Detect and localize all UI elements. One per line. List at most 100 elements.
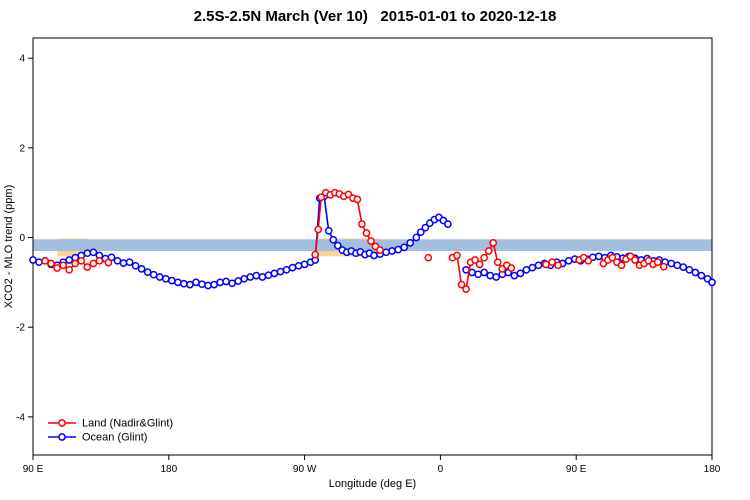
land-point [493, 258, 502, 267]
y-tick-label: 2 [19, 143, 25, 154]
land-point [457, 280, 466, 289]
ocean-point [382, 248, 390, 257]
land-point [608, 253, 617, 262]
land-point [47, 259, 55, 268]
chart-title: 2.5S-2.5N March (Ver 10) 2015-01-01 to 2… [193, 8, 557, 25]
land-point [542, 260, 550, 269]
x-axis-title: Longitude (deg E) [329, 478, 416, 490]
ocean-point [510, 271, 519, 280]
ocean-point [246, 273, 255, 281]
ocean-point [35, 258, 43, 267]
ocean-point [222, 277, 230, 286]
ocean-point [412, 233, 421, 242]
ocean-point [186, 280, 194, 289]
ocean-legend-marker [58, 433, 66, 441]
ocean-point [685, 265, 694, 274]
ocean-point [270, 269, 279, 278]
land-point [631, 256, 639, 264]
x-tick-label: 90 E [23, 464, 44, 475]
land-point [311, 250, 320, 259]
ocean-point [421, 223, 430, 232]
ocean-point [679, 263, 688, 271]
ocean-point [174, 278, 182, 287]
land-point [358, 220, 366, 228]
land-legend-label: Land (Nadir&Glint) [82, 418, 173, 430]
land-point [653, 258, 662, 267]
ocean-point [180, 279, 188, 288]
land-point [71, 259, 80, 268]
land-point [489, 239, 498, 247]
ocean-point [388, 247, 396, 255]
ocean-point [167, 276, 176, 285]
land-point [475, 260, 484, 269]
ocean-point [370, 251, 378, 260]
land-point [367, 237, 375, 245]
land-point [95, 256, 104, 265]
land-point [362, 229, 371, 237]
ocean-point [528, 263, 537, 272]
land-point [471, 256, 479, 264]
y-tick-label: 0 [19, 233, 25, 244]
x-tick-label: 180 [704, 464, 721, 475]
land-point [617, 261, 626, 270]
land-point [453, 251, 461, 260]
land-point [59, 261, 68, 270]
land-point [353, 195, 362, 204]
x-tick-label: 90 W [293, 464, 317, 475]
ocean-point [594, 252, 603, 261]
ocean-point [416, 228, 425, 237]
land-point [89, 259, 98, 268]
ocean-point [564, 256, 573, 265]
land-point [480, 253, 489, 262]
ocean-point [294, 261, 303, 270]
ocean-point [198, 280, 206, 289]
land-point [77, 256, 86, 265]
land-point [507, 264, 516, 272]
ocean-point [252, 271, 261, 280]
ocean-point [474, 270, 482, 279]
ocean-point [691, 268, 700, 277]
land-point [65, 265, 74, 274]
ocean-point [83, 249, 92, 258]
land-point [424, 253, 433, 262]
ocean-point [240, 274, 249, 283]
land-point [462, 285, 470, 293]
land-point [83, 263, 92, 271]
ocean-point [137, 265, 146, 273]
x-tick-label: 180 [160, 464, 177, 475]
land-legend-marker [58, 419, 66, 427]
y-tick-label: 4 [19, 54, 25, 65]
ocean-point [708, 278, 716, 287]
y-axis-title: XCO2 - MLO trend (ppm) [3, 185, 15, 308]
ocean-point [406, 239, 415, 247]
ocean-point [400, 243, 409, 252]
plot-border [32, 37, 713, 456]
ocean-point [155, 273, 164, 281]
land-point [317, 193, 326, 202]
x-tick-label: 0 [438, 464, 444, 475]
land-point [484, 247, 493, 255]
ocean-point [131, 261, 140, 270]
x-tick-label: 90 E [566, 464, 587, 475]
ocean-point [143, 268, 152, 276]
ocean-point [204, 281, 212, 290]
y-tick-label: -4 [16, 412, 25, 423]
land-point [554, 261, 562, 270]
ocean-point [89, 248, 98, 257]
ocean-point [288, 263, 297, 272]
ocean-point [324, 226, 333, 235]
ocean-point [480, 268, 489, 277]
land-point [659, 262, 668, 271]
ocean-legend-label: Ocean (Glint) [82, 432, 147, 444]
land-point [314, 225, 323, 234]
ocean-point [119, 259, 128, 267]
ocean-point [486, 271, 495, 280]
land-point [584, 256, 593, 265]
land-point [376, 246, 384, 254]
land-point [41, 256, 49, 265]
ocean-point [333, 241, 342, 250]
ocean-point [697, 271, 706, 280]
land-point [548, 258, 556, 267]
ocean-point [492, 273, 501, 281]
ocean-point [516, 269, 525, 278]
